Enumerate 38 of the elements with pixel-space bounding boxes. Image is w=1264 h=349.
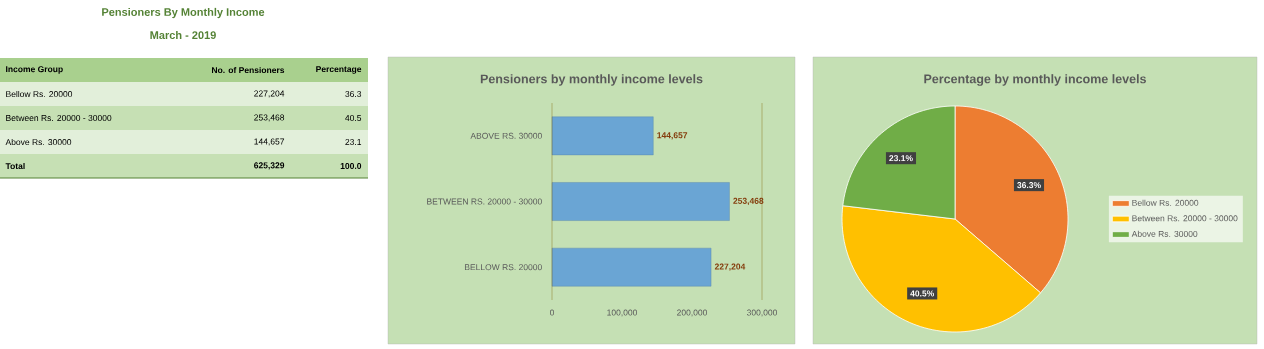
text: Income Group <box>6 66 63 74</box>
data-label: 23.1% <box>889 155 913 162</box>
data-label: 253,468 <box>733 197 764 206</box>
legend-label: Above Rs. 30000 <box>1131 230 1198 237</box>
text: 36.3 <box>345 90 362 97</box>
text: Above Rs. 30000 <box>5 138 72 146</box>
legend-label: Between Rs. 20000 - 30000 <box>1132 215 1238 222</box>
data-label: 144,657 <box>657 132 688 140</box>
text: Bellow Rs. 20000 <box>6 90 73 98</box>
text: Pensioners By Monthly Income <box>102 7 265 19</box>
text: 253,468 <box>254 114 285 122</box>
text: No. of Pensioners <box>212 66 285 74</box>
text: 100.0 <box>340 162 362 169</box>
data-label: 36.3% <box>1017 182 1041 189</box>
bar <box>551 116 654 156</box>
chart-title: Percentage by monthly income levels <box>924 74 1146 86</box>
text: March - 2019 <box>150 30 216 40</box>
bar <box>551 247 712 287</box>
text: 23.1 <box>345 138 362 145</box>
text: Total <box>5 162 25 170</box>
legend-label: Bellow Rs. 20000 <box>1132 199 1199 206</box>
text: 40.5 <box>345 114 362 121</box>
chart-title: Pensioners by monthly income levels <box>480 74 703 86</box>
y-tick-label: BETWEEN RS. 20000 - 30000 <box>427 198 542 205</box>
x-tick-label: 300,000 <box>746 309 778 317</box>
text: Between Rs. 20000 - 30000 <box>6 114 112 121</box>
y-tick-label: BELLOW RS. 20000 <box>464 264 542 271</box>
x-tick-label: 200,000 <box>677 309 708 317</box>
x-tick-label: 100,000 <box>607 309 638 317</box>
data-label: 40.5% <box>910 290 935 297</box>
bar <box>551 182 730 221</box>
y-tick-label: ABOVE RS. 30000 <box>470 132 542 139</box>
x-tick-label: 0 <box>549 309 555 316</box>
data-label: 227,204 <box>714 263 746 271</box>
text: Percentage <box>316 66 362 74</box>
text: 625,329 <box>254 162 285 170</box>
text: 227,204 <box>254 90 285 98</box>
text: 144,657 <box>254 138 285 146</box>
